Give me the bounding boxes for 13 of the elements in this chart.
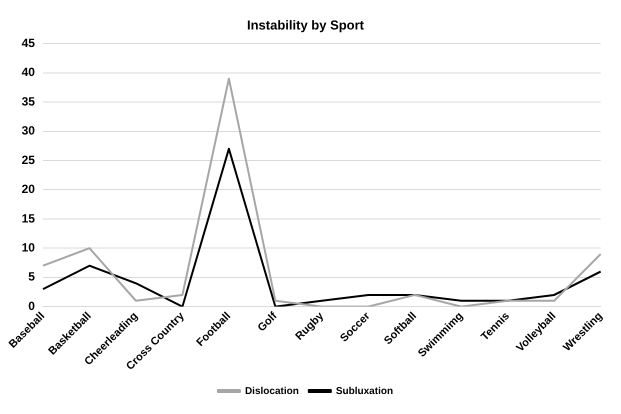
y-tick-label: 25	[22, 152, 36, 167]
legend-label: Dislocation	[244, 386, 299, 397]
y-tick-label: 15	[22, 211, 36, 226]
y-tick-label: 30	[22, 124, 36, 138]
y-tick-label: 20	[22, 182, 36, 196]
chart-title: Instability by Sport	[246, 17, 365, 32]
y-tick-label: 10	[22, 240, 36, 255]
y-tick-label: 45	[22, 36, 36, 50]
y-tick-label: 0	[28, 298, 36, 313]
y-tick-label: 5	[28, 270, 36, 284]
legend-label: Subluxation	[336, 386, 394, 397]
y-tick-label: 35	[22, 94, 36, 108]
y-tick-label: 40	[22, 65, 36, 80]
